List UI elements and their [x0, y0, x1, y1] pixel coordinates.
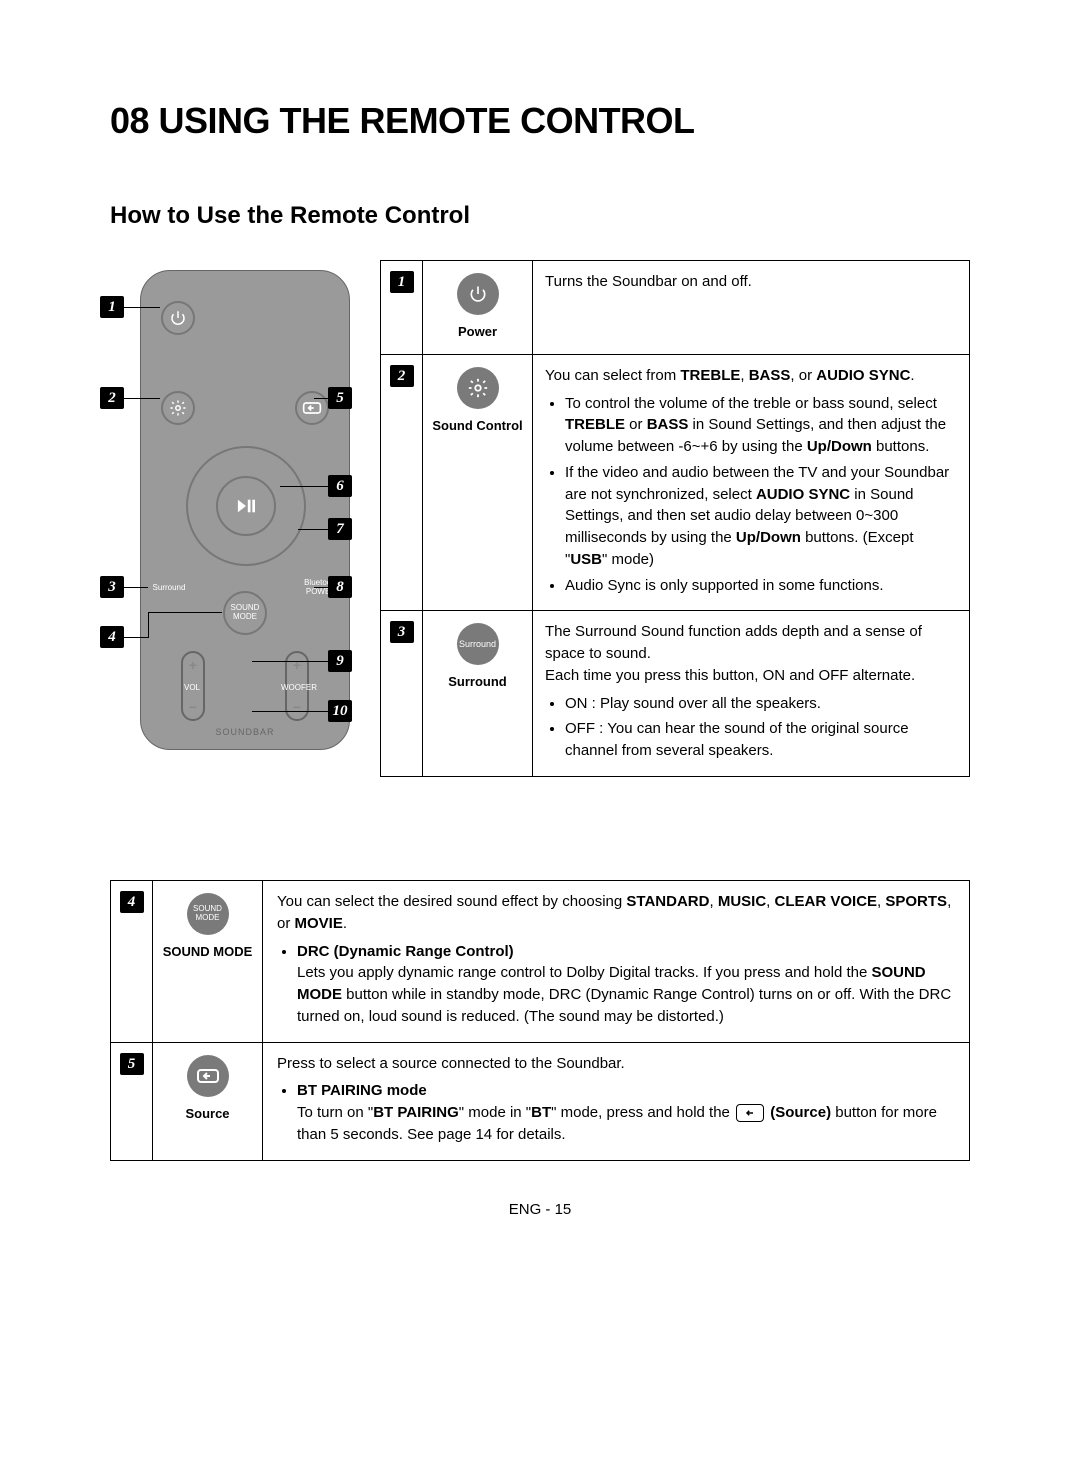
gear-icon — [457, 367, 499, 409]
callout-9: 9 — [328, 650, 352, 672]
callout-5: 5 — [328, 387, 352, 409]
ref-num-1: 1 — [390, 271, 414, 293]
icon-label: SOUND MODE — [159, 943, 256, 962]
ref-num-2: 2 — [390, 365, 414, 387]
table-row: 4 SOUND MODE SOUND MODE You can select t… — [111, 881, 970, 1043]
button-description-table: 1 Power Turns the Soundbar on and off. 2… — [380, 260, 970, 777]
surround-desc: The Surround Sound function adds depth a… — [533, 611, 970, 777]
table-row: 2 Sound Control You can select from TREB… — [381, 354, 970, 611]
sound-mode-icon: SOUND MODE — [187, 893, 229, 935]
table-row: 5 Source Press to select a source connec… — [111, 1042, 970, 1160]
callout-4: 4 — [100, 626, 124, 648]
power-icon — [457, 273, 499, 315]
icon-label: Power — [429, 323, 526, 342]
sound-control-desc: You can select from TREBLE, BASS, or AUD… — [533, 354, 970, 611]
page-footer: ENG - 15 — [110, 1201, 970, 1218]
icon-label: Source — [159, 1105, 256, 1124]
icon-label: Sound Control — [429, 417, 526, 436]
callout-2: 2 — [100, 387, 124, 409]
source-desc: Press to select a source connected to th… — [263, 1042, 970, 1160]
table-row: 3 Surround Surround The Surround Sound f… — [381, 611, 970, 777]
ref-num-4: 4 — [120, 891, 144, 913]
surround-icon: Surround — [457, 623, 499, 665]
page-title: 08 USING THE REMOTE CONTROL — [110, 100, 970, 142]
callout-6: 6 — [328, 475, 352, 497]
icon-label: Surround — [429, 673, 526, 692]
source-icon — [187, 1055, 229, 1097]
ref-num-5: 5 — [120, 1053, 144, 1075]
section-title: How to Use the Remote Control — [110, 202, 970, 230]
power-desc: Turns the Soundbar on and off. — [533, 261, 970, 355]
callout-7: 7 — [328, 518, 352, 540]
remote-illustration: Surround Bluetooth POWER SOUND MODE + − … — [110, 260, 370, 870]
callout-8: 8 — [328, 576, 352, 598]
callout-10: 10 — [328, 700, 352, 722]
table-row: 1 Power Turns the Soundbar on and off. — [381, 261, 970, 355]
button-description-table-wide: 4 SOUND MODE SOUND MODE You can select t… — [110, 880, 970, 1161]
sound-mode-desc: You can select the desired sound effect … — [263, 881, 970, 1043]
callout-1: 1 — [100, 296, 124, 318]
ref-num-3: 3 — [390, 621, 414, 643]
callout-3: 3 — [100, 576, 124, 598]
source-inline-icon — [736, 1104, 764, 1122]
